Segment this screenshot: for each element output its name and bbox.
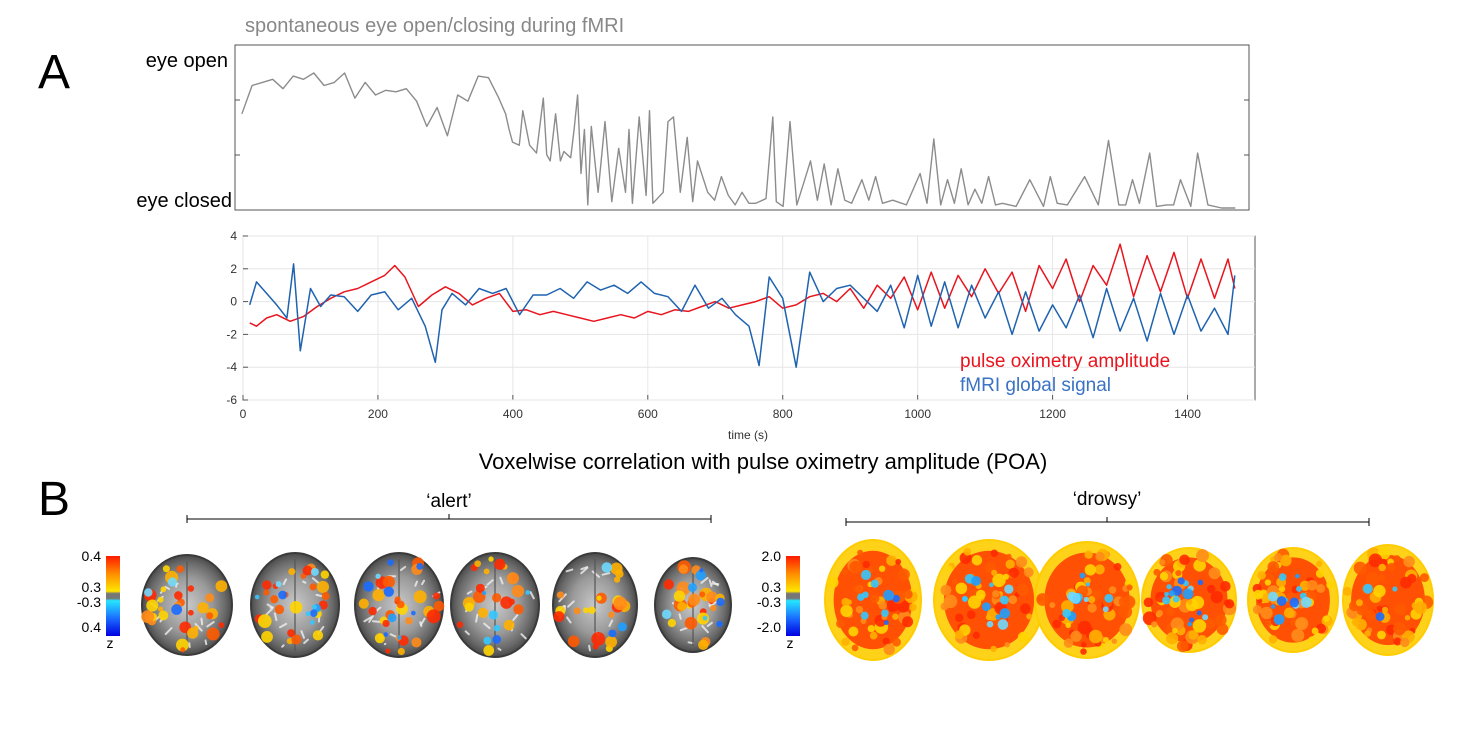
x-tick-label-1: 200: [368, 407, 388, 421]
alert-colorbar-ramp: [106, 556, 120, 636]
alert-colorbar: 0.4 0.3 -0.3 0.4 z: [77, 548, 120, 651]
drowsy-brain-slice-3: [1034, 541, 1140, 659]
panel-label-a: A: [38, 46, 70, 99]
y-tick-label-2: 0: [230, 295, 237, 309]
eye-open-label: eye open: [146, 50, 228, 72]
alert-label: ‘alert’: [426, 491, 471, 512]
drowsy-cbar-label-neg: -0.3: [757, 594, 781, 610]
x-tick-label-5: 1000: [904, 407, 931, 421]
legend-pulse-oximetry: pulse oximetry amplitude: [960, 351, 1170, 372]
x-tick-label-3: 600: [638, 407, 658, 421]
y-tick-label-3: -2: [226, 327, 237, 341]
drowsy-colorbar: 2.0 0.3 -0.3 -2.0 z: [757, 548, 800, 651]
drowsy-cbar-label-pos: 0.3: [762, 579, 782, 595]
drowsy-cbar-label-top: 2.0: [762, 548, 782, 564]
drowsy-label: ‘drowsy’: [1073, 489, 1142, 510]
signal-xlabel: time (s): [728, 428, 768, 442]
x-tick-label-0: 0: [240, 407, 247, 421]
drowsy-brain-slice-5: [1247, 547, 1339, 653]
alert-cbar-label-pos: 0.3: [82, 579, 102, 595]
x-tick-label-2: 400: [503, 407, 523, 421]
alert-brain-slice-4: [450, 552, 540, 658]
drowsy-colorbar-ramp: [786, 556, 800, 636]
voxelwise-title: Voxelwise correlation with pulse oximetr…: [479, 449, 1048, 474]
drowsy-brain-slice-4: [1141, 547, 1237, 653]
eye-chart-title: spontaneous eye open/closing during fMRI: [245, 15, 624, 37]
drowsy-cbar-unit: z: [787, 635, 794, 651]
drowsy-brain-slice-2: [933, 539, 1045, 661]
x-tick-label-4: 800: [773, 407, 793, 421]
alert-cbar-label-bottom: 0.4: [82, 619, 102, 635]
x-tick-label-6: 1200: [1039, 407, 1066, 421]
signal-chart: 0 200 400 600 800 1000 1200 1400 4 2 0 -2 -4 -6 pulse…: [226, 229, 1256, 442]
alert-cbar-label-neg: -0.3: [77, 594, 101, 610]
x-tick-label-7: 1400: [1174, 407, 1201, 421]
alert-cbar-unit: z: [107, 635, 114, 651]
alert-brain-slice-2: [250, 552, 340, 658]
y-tick-label-1: 2: [230, 262, 237, 276]
alert-brain-slice-3: [354, 552, 445, 658]
drowsy-brain-slice-1: [824, 539, 922, 661]
eye-closed-label: eye closed: [136, 190, 232, 212]
pulse-oximetry-series-line: [249, 243, 1236, 327]
eye-chart-frame: [234, 44, 1250, 211]
alert-brain-slice-1: [141, 554, 233, 656]
y-tick-label-4: -4: [226, 360, 237, 374]
y-tick-label-0: 4: [230, 229, 237, 243]
global-signal-series-line: [248, 263, 1236, 368]
drowsy-brain-slice-6: [1342, 544, 1434, 656]
panel-label-b: B: [38, 473, 70, 526]
legend-global-signal: fMRI global signal: [960, 375, 1111, 396]
drowsy-cbar-label-bottom: -2.0: [757, 619, 781, 635]
eye-openness-series-line: [241, 72, 1236, 209]
eye-chart: spontaneous eye open/closing during fMRI…: [136, 15, 1250, 212]
alert-cbar-label-top: 0.4: [82, 548, 102, 564]
y-tick-label-5: -6: [226, 393, 237, 407]
brain-slices: [141, 539, 1434, 661]
alert-brain-slice-5: [552, 552, 638, 658]
signal-chart-ticks: 0 200 400 600 800 1000 1200 1400 4 2 0 -2 -4 -6: [226, 229, 1255, 421]
alert-bracket: ‘alert’: [186, 491, 712, 523]
drowsy-bracket: ‘drowsy’: [845, 489, 1370, 526]
alert-brain-slice-6: [654, 557, 732, 653]
